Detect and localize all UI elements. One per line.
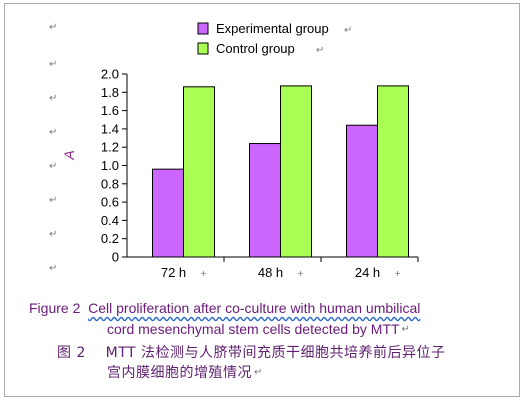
y-tick-label: 1.4 (101, 121, 119, 136)
bar-chart: 0 0.2 0.4 0.6 0.8 1.0 1.2 1.4 1.6 1.8 2.0 A 72 h +48 … (61, 21, 419, 280)
caption-en-text2: cord mesenchymal stem cells detected by … (107, 321, 400, 337)
legend-label-1: Control group (216, 41, 295, 56)
plus-mark: + (298, 269, 304, 280)
paragraph-mark: ↵ (49, 127, 58, 138)
bar-experimental-0 (152, 168, 184, 258)
paragraph-mark: ↵ (49, 195, 58, 206)
bar-experimental-1 (249, 143, 281, 258)
y-tick-label: 0.4 (101, 213, 119, 228)
paragraph-mark: ↵ (49, 59, 58, 70)
x-tick-label: 24 h (355, 265, 380, 280)
caption-zh-label: 图 2 (57, 345, 86, 361)
plus-mark: + (395, 269, 401, 280)
return-mark: ↵ (254, 367, 263, 378)
x-tick-label: 72 h (161, 265, 186, 280)
caption-zh-line2: 宫内膜细胞的增殖情况 ↵ (107, 362, 263, 382)
y-tick-label: 1.6 (101, 103, 119, 118)
y-tick-label: 2.0 (101, 67, 119, 82)
y-tick-label: 1.8 (101, 85, 119, 100)
caption-en-line1: Figure 2 Cell proliferation after co-cul… (29, 300, 420, 316)
paragraph-mark: ↵ (49, 229, 58, 240)
return-mark: ↵ (401, 324, 410, 335)
y-tick-label: 0.8 (101, 176, 119, 191)
plus-mark: + (201, 269, 207, 280)
y-tick-label: 1.2 (101, 140, 119, 155)
bar-control-0 (183, 86, 215, 258)
bar-control-1 (280, 85, 312, 258)
figure-frame (4, 3, 520, 397)
bar-control-2 (377, 85, 409, 258)
caption-zh-line1: 图 2 MTT 法检测与人脐带间充质干细胞共培养前后异位子 (57, 342, 446, 362)
return-mark: ↵ (316, 45, 324, 56)
caption-en-text1: Cell proliferation after co-culture with… (88, 300, 421, 316)
caption-en-label: Figure 2 (29, 300, 81, 316)
bar-experimental-2 (346, 124, 378, 258)
paragraph-mark: ↵ (49, 263, 58, 274)
legend-label-0: Experimental group (216, 21, 329, 36)
legend-swatch-0 (197, 22, 209, 35)
y-axis-label: A (61, 150, 77, 160)
y-tick-label: 0.6 (101, 195, 119, 210)
x-tick-label: 48 h (258, 265, 283, 280)
y-tick-label: 0.2 (101, 231, 119, 246)
return-mark: ↵ (344, 25, 352, 36)
caption-zh-text2: 宫内膜细胞的增殖情况 (107, 365, 252, 381)
caption-en-line2: cord mesenchymal stem cells detected by … (107, 321, 410, 337)
y-tick-label: 1.0 (101, 158, 119, 173)
paragraph-mark: ↵ (49, 22, 58, 33)
y-tick-label: 0 (112, 250, 119, 265)
caption-zh-text1: MTT 法检测与人脐带间充质干细胞共培养前后异位子 (105, 345, 446, 361)
legend-swatch-1 (197, 42, 209, 55)
paragraph-mark: ↵ (49, 93, 58, 104)
paragraph-mark: ↵ (49, 161, 58, 172)
